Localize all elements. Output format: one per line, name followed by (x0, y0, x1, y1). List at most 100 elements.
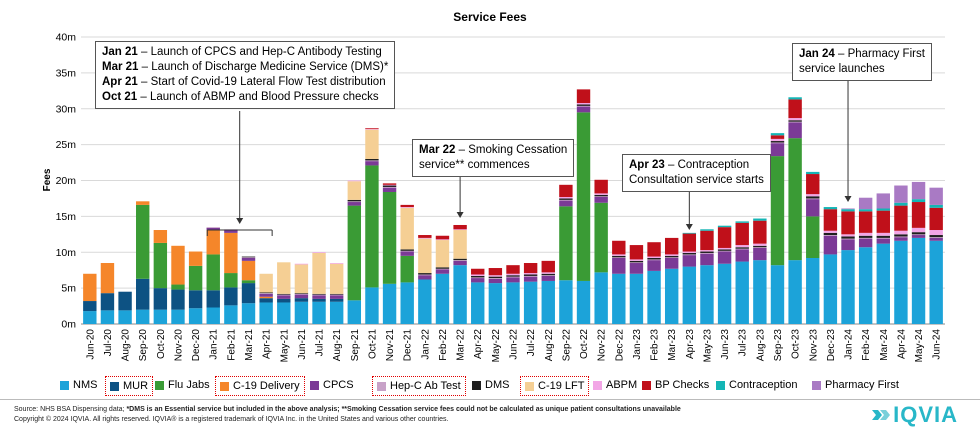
bar-segment (823, 232, 838, 236)
legend-label: DMS (485, 379, 510, 391)
bar-segment (329, 295, 344, 299)
bar-segment (735, 249, 749, 262)
bar-segment (682, 232, 697, 234)
bar-segment (612, 254, 626, 256)
y-tick-labels: 0m 5m 10m 15m 20m 25m 30m 35m 40m (56, 32, 77, 331)
x-tick-label: Nov-22 (597, 329, 608, 362)
bar-segment (770, 142, 785, 144)
service-fees-chart: Service Fees Fees 0m 5m 10m 15m 20m 25m 30m 35m… (42, 10, 945, 363)
legend-item: C-19 LFT (520, 376, 590, 396)
y-tick-label: 10m (56, 247, 77, 259)
legend-swatch (593, 380, 602, 390)
bar-segment (224, 305, 238, 324)
bar-segment (788, 260, 802, 324)
annotation-line: service** commences (419, 159, 530, 171)
bar-segment (594, 272, 608, 324)
bar-segment (612, 257, 626, 258)
bar-segment (523, 276, 538, 282)
bar-segment (559, 280, 573, 324)
bar-segment (171, 245, 185, 285)
bar-segment (876, 210, 890, 233)
bar-segment (753, 260, 767, 324)
x-tick-label: Jul-20 (103, 329, 114, 357)
bar-segment (682, 255, 697, 267)
x-tick-label: Feb-22 (438, 329, 449, 361)
legend-label: CPCS (323, 379, 354, 391)
bar-segment (418, 273, 432, 275)
bar-segment (876, 193, 890, 209)
bar-segment (347, 201, 362, 203)
bar-segment (488, 268, 503, 276)
legend-item: Contraception (716, 376, 798, 394)
bar-segment (136, 278, 150, 310)
bar-segment (858, 247, 873, 324)
x-tick-label: Aug-20 (121, 329, 132, 362)
legend-swatch (812, 380, 821, 390)
bar-segment (188, 290, 203, 309)
y-tick-label: 40m (56, 32, 77, 44)
bar-segment (435, 273, 450, 324)
bar-segment (806, 174, 820, 195)
bar-segment (911, 227, 926, 233)
bar-segment (823, 209, 838, 231)
bar-segment (329, 293, 344, 295)
bar-segment (647, 259, 661, 261)
bar-segment (241, 256, 256, 258)
bar-segment (365, 161, 379, 166)
bar-segment (735, 221, 749, 223)
x-tick-label: May-24 (914, 329, 925, 363)
bar-segment (858, 197, 873, 210)
x-tick-label: Oct-20 (156, 329, 167, 359)
bar-segment (823, 235, 838, 255)
bar-segment (594, 202, 608, 273)
bar-segment (136, 204, 150, 279)
legend-label: Pharmacy First (825, 379, 899, 391)
x-tick-label: Dec-21 (403, 329, 414, 362)
bar-segment (347, 199, 362, 202)
bar-segment (717, 249, 732, 251)
legend-item: DMS (472, 376, 509, 394)
bar-segment (400, 249, 414, 251)
bar-segment (770, 141, 785, 143)
bar-segment (894, 230, 908, 235)
bar-segment (171, 309, 185, 324)
bar-segment (418, 235, 432, 238)
bar-segment (770, 265, 785, 324)
bar-segment (612, 240, 626, 255)
x-tick-label: May-22 (491, 329, 502, 363)
bar-segment (488, 278, 503, 279)
bar-segment (329, 301, 344, 324)
legend-swatch (310, 380, 319, 390)
bar-segment (418, 275, 432, 280)
bar-segment (153, 309, 168, 324)
bar-segment (876, 208, 890, 211)
annotation-line: Apr 23 – Contraception (629, 159, 750, 171)
bars (83, 89, 943, 324)
bar-segment (788, 122, 802, 139)
bar-segment (241, 260, 256, 281)
bar-segment (206, 227, 220, 228)
bar-segment (400, 282, 414, 324)
bar-segment (506, 275, 520, 277)
bar-segment (277, 294, 291, 296)
bar-segment (241, 303, 256, 324)
bar-segment (911, 181, 926, 200)
bar-segment (312, 295, 326, 299)
x-tick-label: Dec-23 (826, 329, 837, 362)
bar-segment (541, 273, 555, 276)
bar-segment (365, 160, 379, 162)
y-tick-label: 5m (61, 283, 76, 295)
bar-segment (664, 268, 679, 324)
bar-segment (823, 230, 838, 233)
x-tick-label: Aug-21 (332, 329, 343, 362)
bar-segment (717, 250, 732, 252)
bar-segment (277, 295, 291, 299)
bar-segment (717, 263, 732, 324)
bar-segment (700, 229, 714, 231)
bar-segment (471, 282, 485, 324)
x-tick-label: Nov-20 (173, 329, 184, 362)
bar-segment (647, 256, 661, 258)
bar-segment (259, 293, 273, 297)
bar-segment (876, 237, 890, 239)
arrow-head (844, 196, 852, 202)
